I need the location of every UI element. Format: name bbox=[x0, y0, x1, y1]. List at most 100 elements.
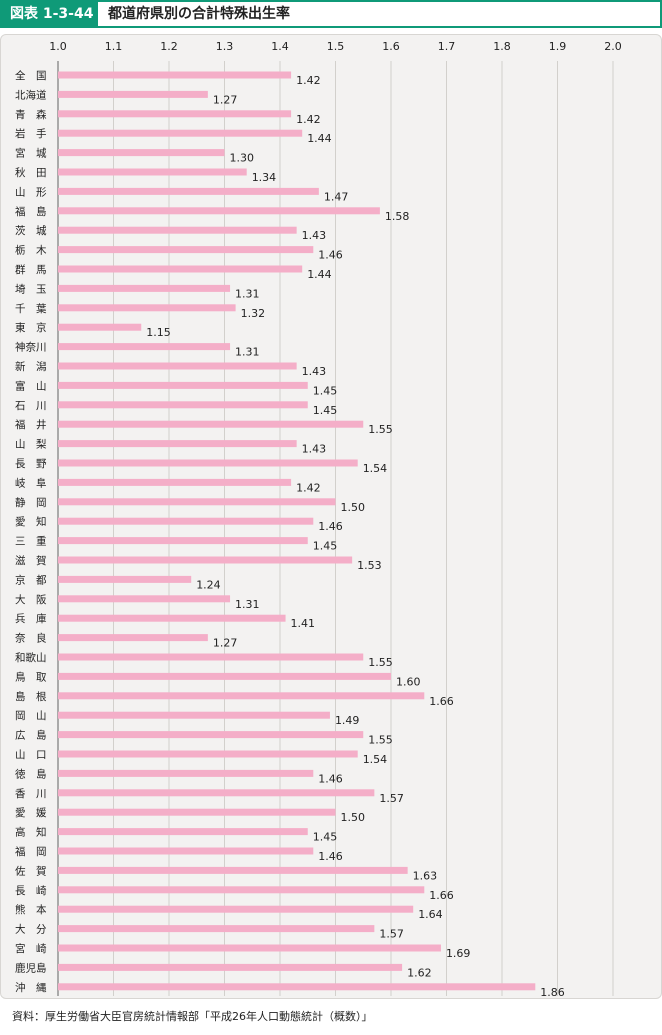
bar bbox=[58, 265, 303, 273]
bar bbox=[58, 420, 364, 428]
bar bbox=[58, 886, 425, 894]
bar bbox=[58, 284, 231, 292]
chart-panel: 1.0 1.1 1.2 1.3 1.4 1.5 1.6 1.7 1.8 1.9 2.0 全 国 1.42… bbox=[0, 34, 662, 999]
value-label: 1.62 bbox=[407, 966, 432, 979]
value-label: 1.43 bbox=[302, 443, 327, 456]
bar bbox=[58, 90, 208, 98]
value-label: 1.31 bbox=[235, 598, 259, 611]
x-tick-label: 1.0 bbox=[49, 40, 67, 53]
category-label: 神奈川 bbox=[15, 341, 47, 354]
value-label: 1.32 bbox=[241, 307, 266, 320]
bar bbox=[58, 207, 380, 215]
category-label: 滋 賀 bbox=[15, 554, 47, 567]
value-label: 1.43 bbox=[302, 365, 327, 378]
value-label: 1.42 bbox=[296, 74, 321, 87]
value-label: 1.45 bbox=[313, 404, 338, 417]
category-label: 佐 賀 bbox=[15, 864, 47, 877]
bar bbox=[58, 983, 536, 991]
x-tick-label: 1.9 bbox=[549, 40, 567, 53]
value-label: 1.45 bbox=[313, 540, 338, 553]
category-label: 埼 玉 bbox=[15, 282, 47, 295]
value-label: 1.50 bbox=[341, 811, 366, 824]
bar bbox=[58, 71, 292, 79]
category-label: 群 馬 bbox=[15, 263, 47, 276]
value-label: 1.57 bbox=[379, 792, 404, 805]
category-label: 宮 城 bbox=[15, 147, 47, 160]
bar bbox=[58, 149, 225, 157]
value-label: 1.31 bbox=[235, 287, 259, 300]
category-label: 沖 縄 bbox=[15, 981, 47, 994]
category-label: 長 崎 bbox=[15, 884, 47, 897]
category-label: 福 岡 bbox=[15, 845, 47, 858]
bar bbox=[58, 517, 314, 525]
value-label: 1.45 bbox=[313, 831, 338, 844]
bar bbox=[58, 731, 364, 739]
category-label: 兵 庫 bbox=[15, 612, 47, 625]
bar bbox=[58, 478, 292, 486]
category-label: 愛 知 bbox=[15, 515, 47, 528]
x-tick-label: 1.4 bbox=[271, 40, 289, 53]
category-label: 鳥 取 bbox=[15, 670, 47, 683]
value-label: 1.66 bbox=[429, 695, 454, 708]
bar bbox=[58, 323, 142, 331]
bar bbox=[58, 595, 231, 603]
category-label: 千 葉 bbox=[15, 302, 47, 315]
category-label: 秋 田 bbox=[15, 166, 47, 179]
bar bbox=[58, 847, 314, 855]
bar bbox=[58, 828, 308, 836]
value-label: 1.49 bbox=[335, 714, 360, 727]
bar bbox=[58, 905, 414, 913]
bar-chart: 1.0 1.1 1.2 1.3 1.4 1.5 1.6 1.7 1.8 1.9 2.0 全 国 1.42… bbox=[15, 40, 622, 998]
value-label: 1.64 bbox=[418, 908, 443, 921]
bar bbox=[58, 401, 308, 409]
bar bbox=[58, 226, 297, 234]
value-label: 1.55 bbox=[368, 656, 393, 669]
category-label: 福 井 bbox=[15, 418, 47, 431]
bar bbox=[58, 498, 336, 506]
category-label: 岩 手 bbox=[15, 127, 47, 140]
figure-label: 図表 1-3-44 bbox=[2, 2, 98, 26]
category-label: 茨 城 bbox=[15, 224, 47, 237]
category-label: 山 形 bbox=[15, 186, 47, 198]
category-label: 大 阪 bbox=[15, 593, 47, 606]
category-label: 新 潟 bbox=[15, 360, 47, 373]
category-label: 和歌山 bbox=[15, 651, 47, 664]
category-label: 熊 本 bbox=[15, 903, 47, 916]
value-label: 1.34 bbox=[252, 171, 277, 184]
value-label: 1.44 bbox=[307, 268, 332, 281]
category-label: 栃 木 bbox=[15, 244, 47, 257]
x-tick-label: 1.3 bbox=[216, 40, 234, 53]
category-label: 山 梨 bbox=[15, 438, 47, 451]
value-label: 1.57 bbox=[379, 928, 404, 941]
bar bbox=[58, 362, 297, 370]
bar bbox=[58, 110, 292, 118]
category-label: 静 岡 bbox=[15, 496, 47, 509]
figure-title: 都道府県別の合計特殊出生率 bbox=[108, 6, 290, 22]
x-tick-label: 1.7 bbox=[438, 40, 456, 53]
category-label: 高 知 bbox=[15, 826, 47, 839]
bar bbox=[58, 304, 236, 312]
bar bbox=[58, 187, 319, 195]
value-label: 1.43 bbox=[302, 229, 327, 242]
value-label: 1.54 bbox=[363, 753, 388, 766]
bar bbox=[58, 168, 247, 176]
value-label: 1.58 bbox=[385, 210, 410, 223]
bar bbox=[58, 440, 297, 448]
source-note: 資料：厚生労働省大臣官房統計情報部「平成26年人口動態統計（概数）」 bbox=[12, 1010, 373, 1023]
value-label: 1.63 bbox=[413, 869, 438, 882]
category-label: 愛 媛 bbox=[15, 806, 47, 819]
category-label: 山 口 bbox=[15, 749, 47, 761]
category-label: 富 山 bbox=[15, 379, 47, 392]
value-label: 1.41 bbox=[291, 617, 316, 630]
bar bbox=[58, 537, 308, 545]
bar bbox=[58, 614, 286, 622]
value-label: 1.55 bbox=[368, 423, 393, 436]
value-label: 1.66 bbox=[429, 889, 454, 902]
value-label: 1.30 bbox=[230, 152, 255, 165]
category-label: 島 根 bbox=[15, 690, 47, 703]
bar bbox=[58, 808, 336, 816]
x-tick-label: 1.6 bbox=[382, 40, 400, 53]
bar bbox=[58, 789, 375, 797]
category-label: 岡 山 bbox=[15, 710, 47, 722]
value-label: 1.15 bbox=[146, 326, 171, 339]
